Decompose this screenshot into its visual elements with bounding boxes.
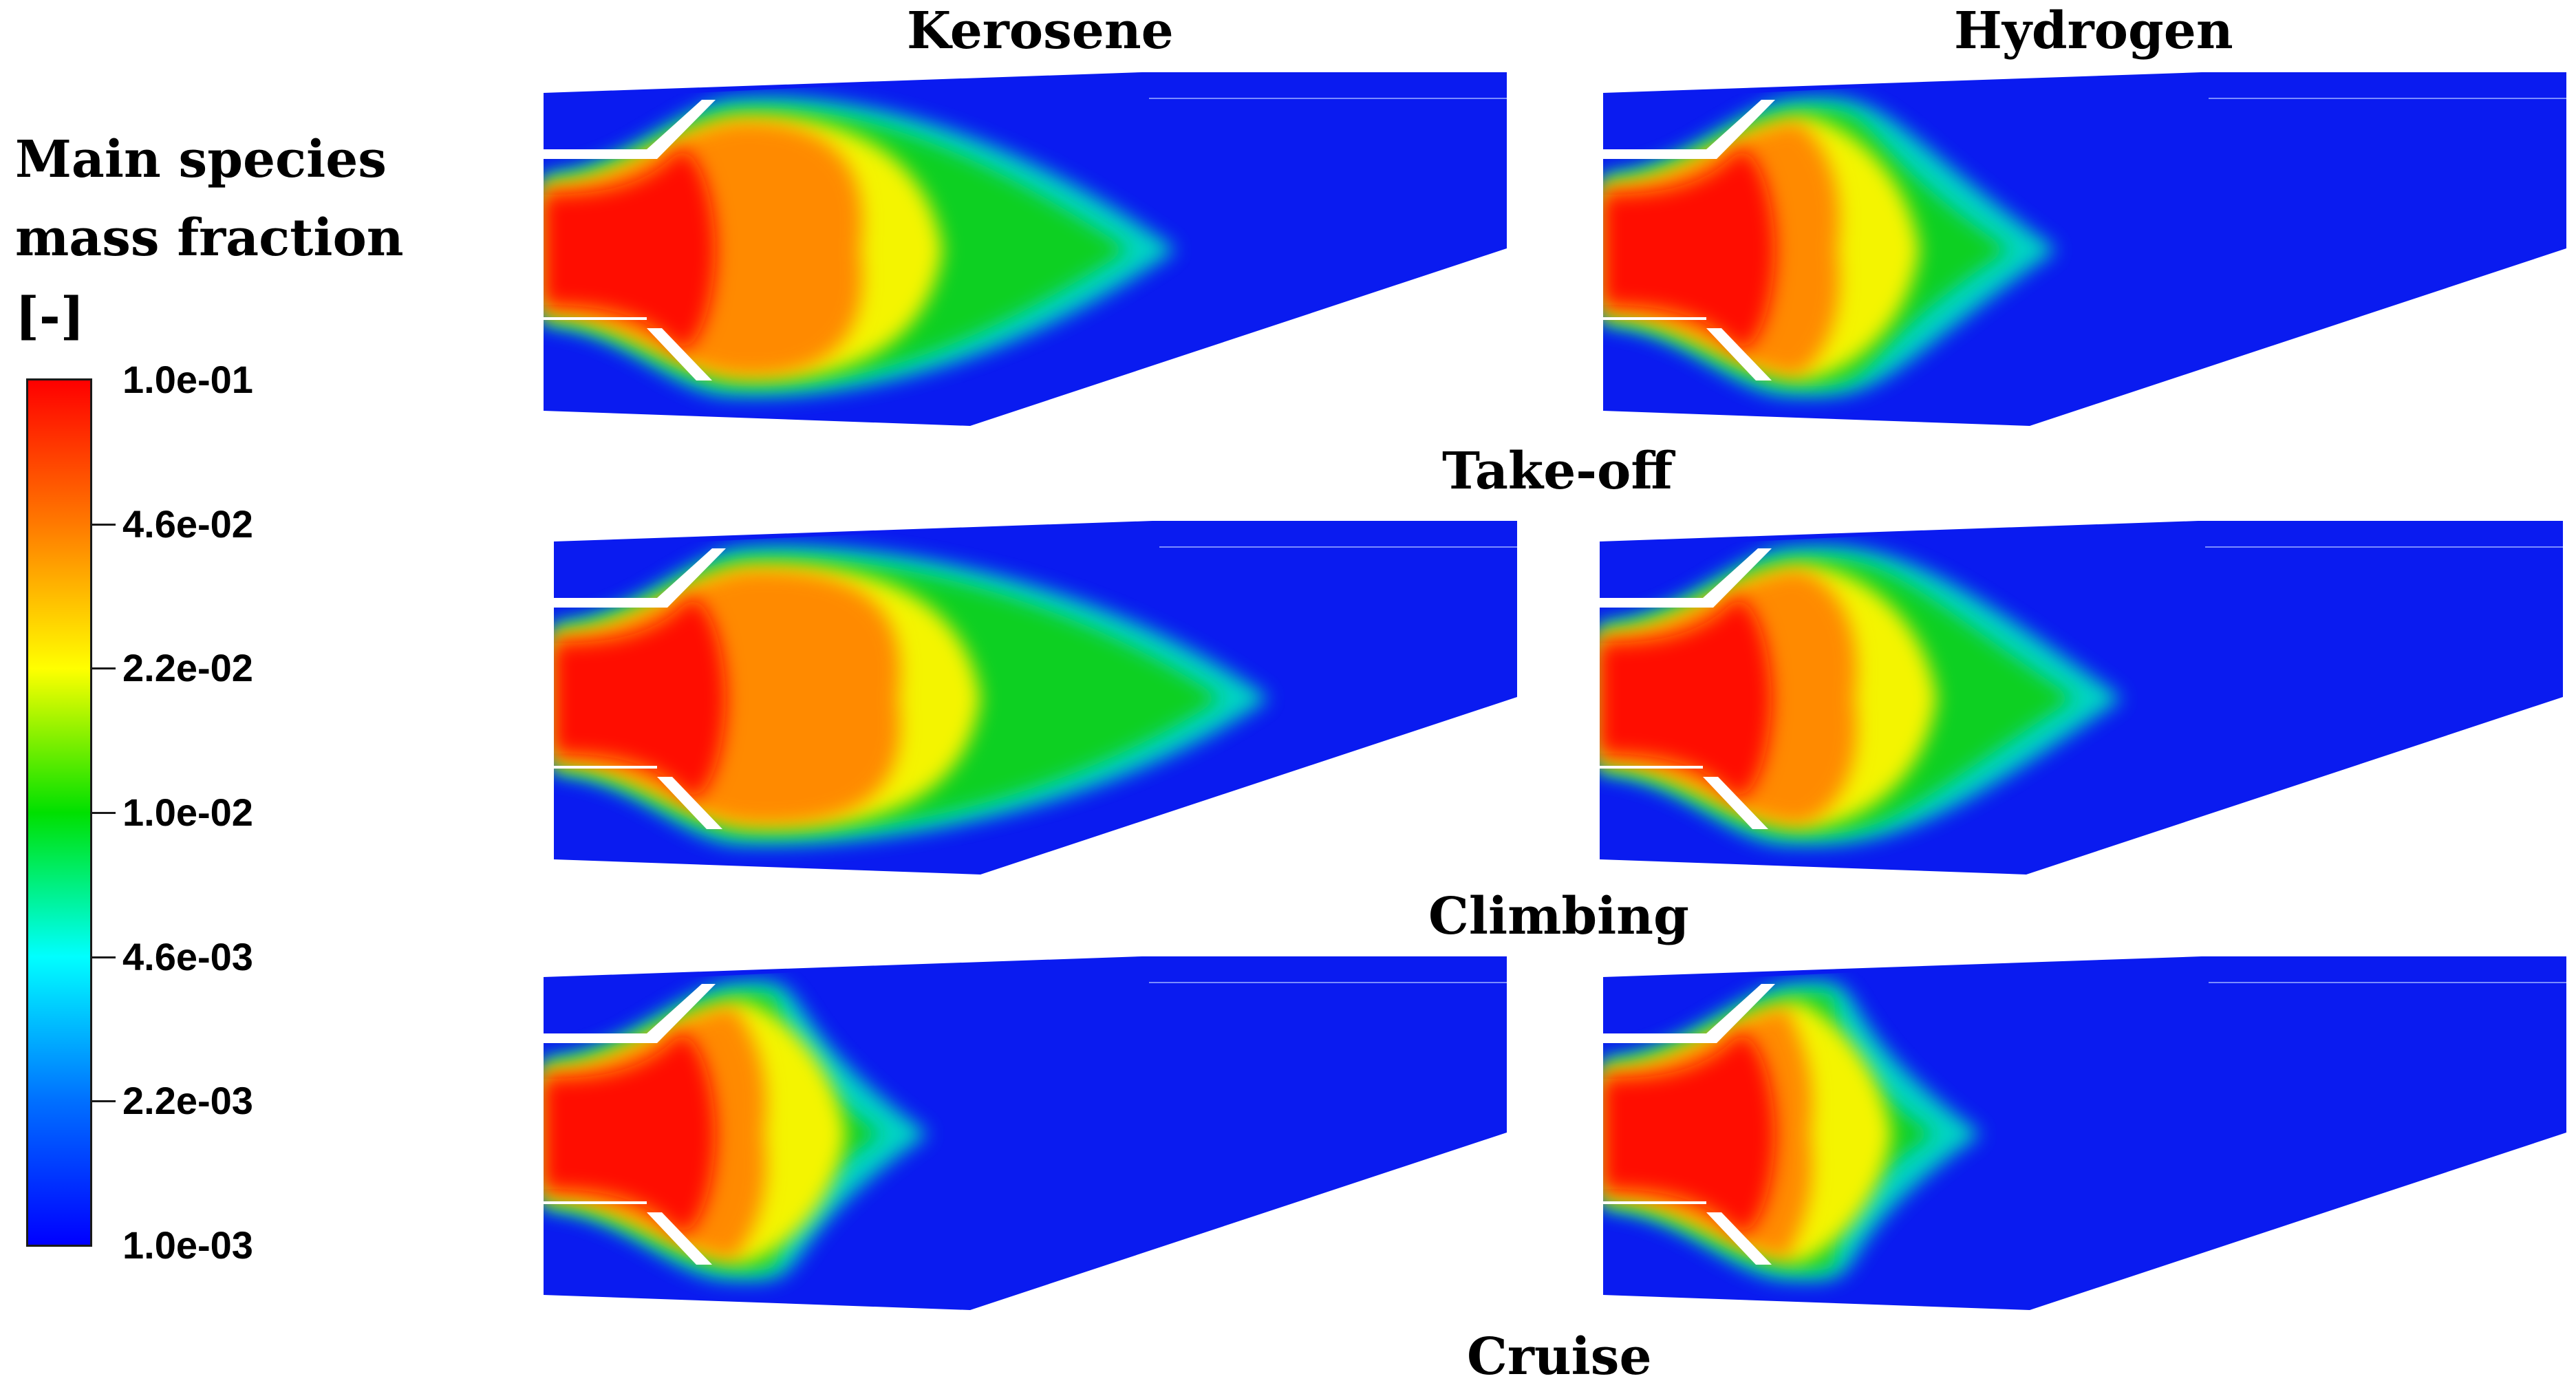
- contour-kerosene-cruise: [544, 956, 1507, 1310]
- inlet-lower-lip: [1600, 766, 1703, 769]
- column-title-hydrogen: Hydrogen: [1954, 1, 2233, 61]
- colorbar-title-line-2: mass fraction: [15, 208, 404, 268]
- row-label-takeoff: Take-off: [1442, 442, 1673, 501]
- contour-band-red: [1603, 1032, 1775, 1235]
- contour-hydrogen-takeoff: [1603, 72, 2566, 426]
- colorbar-tick-mark: [92, 1100, 116, 1103]
- inlet-lower-lip: [1603, 1201, 1706, 1204]
- inlet-lower-vane: [647, 328, 712, 380]
- row-label-cruise: Cruise: [1467, 1327, 1652, 1386]
- colorbar-tick-label: 1.0e-01: [122, 358, 253, 401]
- colorbar-tick-mark: [92, 523, 116, 526]
- colorbar-tick-label: 4.6e-03: [122, 934, 253, 978]
- colorbar-tick-mark: [92, 667, 116, 670]
- colorbar-tick-label: 1.0e-02: [122, 791, 253, 834]
- contour-hydrogen-cruise: [1603, 956, 2566, 1310]
- inlet-upper-wall: [544, 100, 716, 159]
- inlet-upper-wall: [1603, 100, 1775, 159]
- contour-kerosene-takeoff: [544, 72, 1507, 426]
- contour-band-red: [544, 148, 716, 351]
- colorbar-title-line-1: Main species: [15, 130, 387, 189]
- inlet-lower-lip: [544, 317, 647, 320]
- contour-kerosene-climbing: [554, 521, 1517, 875]
- inlet-upper-wall: [1603, 984, 1775, 1043]
- contour-band-red: [1603, 148, 1775, 351]
- contour-band-red: [1600, 597, 1772, 800]
- inlet-lower-vane: [657, 777, 722, 829]
- inlet-lower-vane: [1706, 1212, 1772, 1265]
- inlet-upper-wall: [1600, 548, 1772, 608]
- inlet-upper-wall: [554, 548, 726, 608]
- contour-band-red: [554, 597, 726, 800]
- colorbar-title: Main species mass fraction [-]: [15, 120, 404, 356]
- colorbar-tick-mark: [92, 956, 116, 958]
- inlet-lower-lip: [544, 1201, 647, 1204]
- inlet-lower-vane: [1703, 777, 1768, 829]
- colorbar: [26, 378, 92, 1247]
- colorbar-tick-label: 2.2e-02: [122, 646, 253, 690]
- inlet-upper-wall: [544, 984, 716, 1043]
- inlet-lower-lip: [1603, 317, 1706, 320]
- row-label-climbing: Climbing: [1428, 887, 1689, 946]
- contour-band-red: [544, 1032, 716, 1235]
- inlet-lower-lip: [554, 766, 657, 769]
- column-title-kerosene: Kerosene: [907, 1, 1174, 61]
- inlet-lower-vane: [647, 1212, 712, 1265]
- colorbar-tick-mark: [92, 812, 116, 814]
- colorbar-tick-label: 2.2e-03: [122, 1079, 253, 1123]
- inlet-lower-vane: [1706, 328, 1772, 380]
- contour-hydrogen-climbing: [1600, 521, 2563, 875]
- colorbar-title-line-3: [-]: [15, 287, 85, 346]
- colorbar-tick-label: 1.0e-03: [122, 1223, 253, 1267]
- colorbar-tick-label: 4.6e-02: [122, 502, 253, 546]
